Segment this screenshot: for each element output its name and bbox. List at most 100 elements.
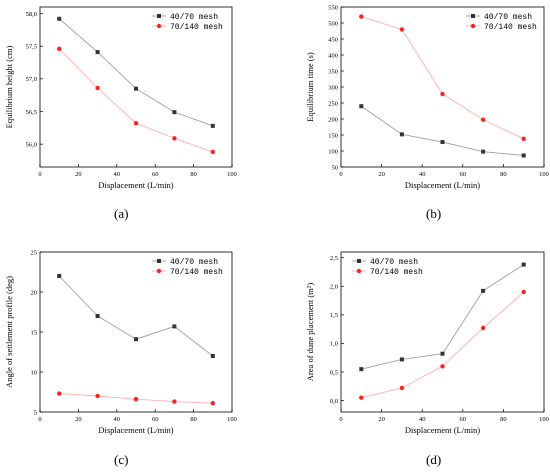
- y-tick-label: 300: [328, 84, 338, 91]
- legend-marker-square: [157, 14, 161, 18]
- data-point-circle: [521, 289, 526, 295]
- y-tick-label: 25: [31, 249, 38, 256]
- y-tick-label: 57,0: [26, 76, 37, 83]
- x-tick-label: 40: [419, 416, 426, 423]
- x-tick-label: 20: [378, 171, 385, 178]
- data-point-square: [359, 367, 364, 372]
- panel-label-a: (a): [114, 206, 129, 221]
- y-tick-label: 400: [328, 52, 338, 59]
- legend-label: 40/70 mesh: [370, 258, 418, 267]
- series-line-1: [361, 105, 524, 156]
- data-point-circle: [440, 364, 445, 369]
- x-tick-label: 20: [378, 416, 385, 423]
- legend-marker-square: [471, 14, 475, 18]
- x-tick-label: 60: [460, 416, 467, 423]
- data-point-square: [440, 351, 445, 356]
- x-tick-label: 80: [190, 416, 197, 423]
- data-point-square: [210, 123, 215, 128]
- data-point-square: [57, 274, 62, 278]
- x-axis-title: Displacement (L/min): [98, 180, 173, 190]
- x-tick-label: 60: [460, 171, 467, 178]
- legend-label: 70/140 mesh: [484, 23, 537, 32]
- data-point-circle: [399, 27, 405, 32]
- x-tick-label: 40: [114, 171, 121, 178]
- data-point-circle: [95, 85, 100, 91]
- y-tick-label: 50: [332, 164, 339, 171]
- y-axis-title: Angle of settlement profile (deg): [4, 276, 14, 388]
- x-axis-title: Displacement (L/min): [405, 180, 480, 190]
- data-point-circle: [210, 401, 215, 406]
- legend-label: 40/70 mesh: [484, 13, 532, 22]
- data-point-circle: [172, 399, 177, 404]
- legend-marker-circle: [470, 23, 476, 29]
- data-point-circle: [359, 395, 364, 400]
- x-tick-label: 80: [500, 416, 507, 423]
- data-point-square: [210, 354, 215, 358]
- y-tick-label: 58,0: [26, 11, 37, 18]
- y-axis-title: Equilibrium height (cm): [4, 46, 14, 129]
- data-point-square: [399, 357, 404, 362]
- legend-marker-circle: [156, 268, 162, 274]
- legend-label: 70/140 mesh: [170, 268, 223, 277]
- data-point-circle: [133, 397, 139, 402]
- x-axis-title: Displacement (L/min): [98, 425, 173, 435]
- y-axis-title: Area of dune placement (m²): [305, 283, 315, 382]
- data-point-square: [359, 104, 364, 109]
- data-point-square: [521, 153, 526, 158]
- x-tick-label: 20: [75, 171, 82, 178]
- y-tick-label: 56,0: [26, 141, 37, 148]
- y-tick-label: 5: [34, 409, 37, 416]
- y-tick-label: 1,5: [330, 312, 338, 319]
- panel-label-b: (b): [426, 206, 442, 221]
- data-point-circle: [95, 393, 100, 399]
- series-line-1: [58, 275, 214, 357]
- y-tick-label: 550: [328, 4, 338, 11]
- x-tick-label: 60: [152, 171, 159, 178]
- data-point-square: [399, 132, 404, 137]
- panel-label-c: (c): [114, 452, 129, 467]
- data-point-circle: [57, 46, 62, 51]
- panel-b-chart: 0 20 40 60 80 100 50 100 150 200 250 300 350 400 450 50…: [305, 4, 549, 190]
- y-tick-label: 0,0: [330, 398, 338, 405]
- x-tick-label: 20: [75, 416, 82, 423]
- legend-marker-circle: [356, 268, 362, 274]
- series-line-2: [58, 48, 213, 153]
- y-axis-title: Equilibrium time (s): [305, 52, 315, 122]
- y-tick-label: 1,0: [330, 341, 338, 348]
- data-point-circle: [399, 385, 405, 391]
- data-point-circle: [440, 91, 445, 97]
- plot-frame: [340, 251, 545, 413]
- data-point-circle: [172, 136, 177, 141]
- data-point-square: [172, 110, 177, 115]
- panel-label-d: (d): [426, 452, 442, 467]
- data-point-square: [481, 288, 486, 293]
- panel-a-chart: 0 20 40 60 80 100 56,0 56,5 57,0 57,5 58,0 Displace…: [4, 6, 237, 190]
- y-tick-label: 450: [328, 36, 338, 43]
- legend-label: 40/70 mesh: [170, 258, 218, 267]
- legend-marker-square: [357, 259, 361, 263]
- x-axis-title: Displacement (L/min): [405, 425, 480, 435]
- x-tick-label: 0: [339, 416, 342, 423]
- x-tick-label: 80: [500, 171, 507, 178]
- x-tick-label: 40: [114, 416, 121, 423]
- y-tick-label: 150: [328, 132, 338, 139]
- data-point-square: [172, 324, 177, 329]
- x-tick-label: 100: [227, 171, 237, 178]
- x-tick-label: 100: [539, 416, 549, 423]
- y-tick-label: 2,5: [330, 255, 338, 262]
- data-point-circle: [480, 325, 486, 331]
- data-point-square: [134, 86, 138, 91]
- legend-marker-square: [157, 259, 161, 263]
- legend-label: 70/140 mesh: [170, 23, 223, 32]
- series-line-2: [361, 16, 524, 140]
- data-point-circle: [521, 136, 526, 142]
- y-tick-label: 0,5: [330, 369, 338, 376]
- legend-label: 70/140 mesh: [370, 268, 423, 277]
- panel-d-chart: 0 20 40 60 80 100 0,0 0,5 1,0 1,5 2,0 2,5 Displaceme…: [305, 251, 549, 435]
- x-tick-label: 0: [339, 171, 342, 178]
- data-point-square: [481, 149, 486, 154]
